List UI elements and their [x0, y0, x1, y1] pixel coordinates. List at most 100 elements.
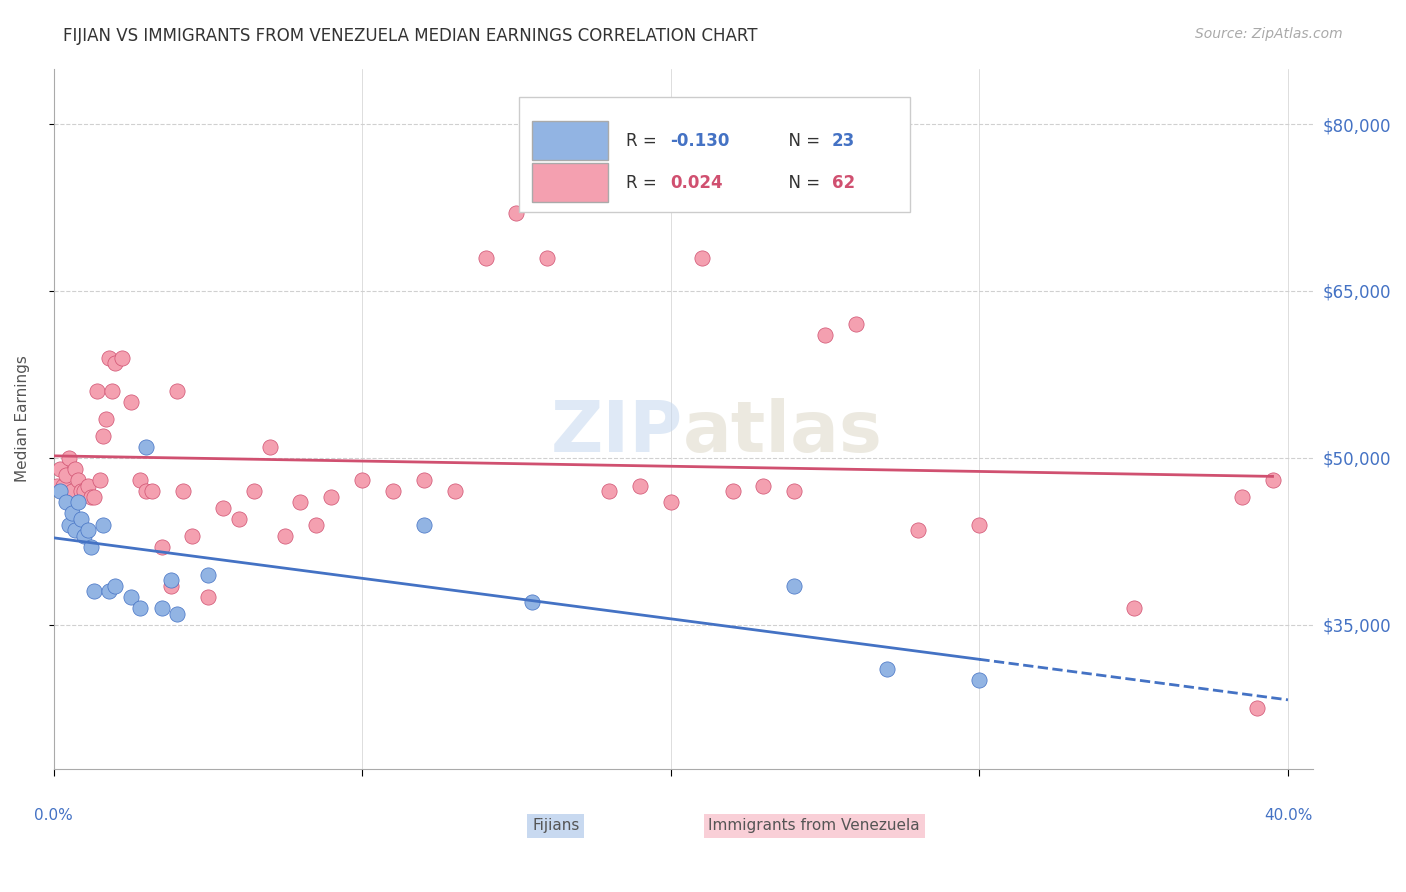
Point [228, 512, 250, 526]
Point [197, 590, 219, 604]
Point [63, 462, 86, 476]
Point [141, 484, 163, 499]
Point [55, 495, 77, 509]
Point [135, 440, 157, 454]
Point [76, 478, 98, 492]
Point [443, 484, 465, 499]
Point [63, 523, 86, 537]
Point [86, 384, 108, 398]
Point [45, 478, 67, 492]
Point [1261, 473, 1284, 487]
Text: atlas: atlas [683, 399, 883, 467]
Text: 0.0%: 0.0% [34, 808, 73, 823]
Point [79, 540, 101, 554]
Point [73, 484, 96, 499]
Point [1122, 601, 1144, 615]
Text: 62: 62 [832, 174, 855, 192]
Point [474, 251, 496, 265]
Point [70, 484, 93, 499]
Point [129, 601, 152, 615]
Point [120, 590, 142, 604]
FancyBboxPatch shape [519, 96, 910, 212]
Point [567, 194, 589, 209]
Point [101, 384, 124, 398]
Point [876, 662, 898, 676]
Point [60, 484, 83, 499]
Text: Immigrants from Venezuela: Immigrants from Venezuela [709, 818, 920, 833]
Point [150, 601, 173, 615]
Point [166, 384, 188, 398]
Point [721, 484, 744, 499]
Point [49, 462, 72, 476]
Text: 23: 23 [832, 132, 855, 151]
Point [413, 517, 436, 532]
Point [1230, 490, 1253, 504]
Point [413, 473, 436, 487]
Point [536, 251, 558, 265]
Point [58, 517, 80, 532]
Point [67, 473, 90, 487]
Point [104, 356, 127, 370]
Point [150, 540, 173, 554]
Text: FIJIAN VS IMMIGRANTS FROM VENEZUELA MEDIAN EARNINGS CORRELATION CHART: FIJIAN VS IMMIGRANTS FROM VENEZUELA MEDI… [63, 27, 758, 45]
Point [814, 328, 837, 343]
Text: R =: R = [627, 174, 662, 192]
Point [79, 490, 101, 504]
Point [110, 351, 132, 365]
Point [212, 500, 235, 515]
Text: R =: R = [627, 132, 662, 151]
Point [89, 473, 111, 487]
Text: 0.024: 0.024 [671, 174, 723, 192]
Point [783, 484, 806, 499]
Point [135, 484, 157, 499]
Point [690, 251, 713, 265]
Point [969, 517, 991, 532]
Text: 40.0%: 40.0% [1264, 808, 1312, 823]
Point [845, 318, 868, 332]
Point [76, 523, 98, 537]
Point [752, 478, 775, 492]
Point [60, 507, 83, 521]
Point [83, 584, 105, 599]
Text: N =: N = [778, 132, 825, 151]
Point [305, 517, 328, 532]
Point [160, 579, 183, 593]
Point [382, 484, 405, 499]
Point [52, 478, 75, 492]
Point [181, 529, 204, 543]
Point [907, 523, 929, 537]
Point [659, 495, 682, 509]
FancyBboxPatch shape [531, 163, 607, 202]
Point [98, 351, 121, 365]
Point [98, 584, 121, 599]
Point [91, 517, 114, 532]
Point [104, 579, 127, 593]
Point [73, 529, 96, 543]
Point [598, 484, 620, 499]
Text: Fijians: Fijians [531, 818, 579, 833]
Text: ZIP: ZIP [551, 399, 683, 467]
Point [94, 412, 117, 426]
Point [290, 495, 312, 509]
Point [259, 440, 281, 454]
Text: Source: ZipAtlas.com: Source: ZipAtlas.com [1195, 27, 1343, 41]
Point [783, 579, 806, 593]
Point [1246, 701, 1268, 715]
Text: N =: N = [778, 174, 825, 192]
Point [243, 484, 266, 499]
Point [67, 495, 90, 509]
Point [321, 490, 343, 504]
Point [172, 484, 194, 499]
Point [70, 512, 93, 526]
FancyBboxPatch shape [531, 121, 607, 160]
Point [91, 428, 114, 442]
Point [160, 573, 183, 587]
Point [969, 673, 991, 688]
Point [58, 450, 80, 465]
Point [505, 206, 527, 220]
Point [520, 595, 543, 609]
Y-axis label: Median Earnings: Median Earnings [15, 356, 30, 483]
Point [166, 607, 188, 621]
Point [129, 473, 152, 487]
Point [49, 484, 72, 499]
